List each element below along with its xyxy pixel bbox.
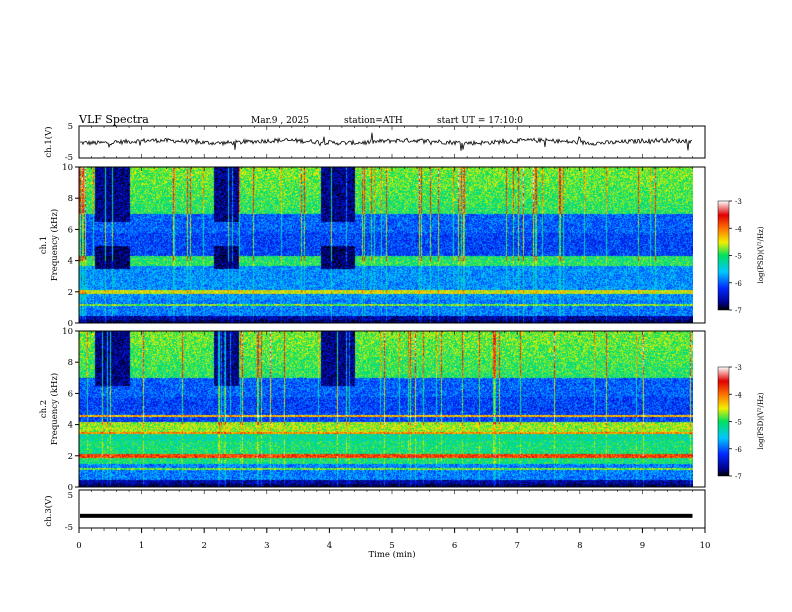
colorbar-tick-label: -3 — [735, 198, 742, 206]
colorbar-tick-label: -6 — [735, 446, 742, 454]
y-tick-label: 8 — [68, 194, 73, 204]
x-tick-label: 0 — [76, 541, 81, 551]
ch2-colorbar-label: log(PSD)(V²/Hz) — [757, 392, 765, 449]
y-tick-label: 0 — [68, 319, 73, 329]
x-tick-label: 5 — [389, 541, 394, 551]
colorbar-tick-label: -5 — [735, 253, 742, 261]
y-tick-label: 4 — [68, 257, 73, 267]
ch1-ytick-top: 5 — [68, 122, 73, 132]
x-tick-label: 8 — [577, 541, 582, 551]
x-tick-label: 10 — [700, 541, 711, 551]
colorbar-tick-label: -6 — [735, 280, 742, 288]
time-axis: 0 1 2 3 4 5 6 7 8 9 10 — [76, 126, 710, 551]
x-tick-label: 3 — [264, 541, 269, 551]
ch1-spectrogram-panel: 0 2 4 6 8 10 ch.1 Frequency (kHz) — [39, 163, 706, 329]
x-tick-label: 9 — [640, 541, 645, 551]
ch2-colorbar: -3 -4 -5 -6 -7 log(PSD)(V²/Hz) — [717, 364, 765, 481]
x-tick-label: 2 — [201, 541, 206, 551]
date-label: Mar.9 , 2025 — [251, 116, 309, 126]
y-tick-label: 0 — [68, 483, 73, 493]
x-tick-label: 7 — [514, 541, 519, 551]
y-tick-label: 8 — [68, 358, 73, 368]
ch1-colorbar-label: log(PSD)(V²/Hz) — [757, 226, 765, 283]
figure-title: VLF Spectra — [78, 113, 149, 126]
ch1-colorbar: -3 -4 -5 -6 -7 log(PSD)(V²/Hz) — [717, 198, 765, 315]
y-tick-label: 4 — [68, 421, 73, 431]
y-tick-label: 10 — [62, 327, 73, 337]
colorbar-tick-label: -3 — [735, 364, 742, 372]
ch2-ylabel-channel: ch.2 — [39, 400, 49, 418]
station-label: station=ATH — [344, 116, 403, 126]
ch3-ytick-bottom: -5 — [65, 523, 73, 533]
ch1-ylabel: ch.1(V) — [43, 126, 54, 157]
colorbar-tick-label: -7 — [735, 307, 742, 315]
ch2-spectrogram-heatmap — [79, 331, 693, 487]
colorbar-tick-label: -4 — [735, 225, 742, 233]
y-tick-label: 6 — [68, 225, 73, 235]
ch1-ylabel-frequency: Frequency (kHz) — [49, 209, 60, 281]
colorbar-tick-label: -7 — [735, 473, 742, 481]
ch1-waveform-line — [79, 132, 692, 151]
ch1-spectrogram-heatmap — [79, 167, 693, 323]
ch2-spectrogram-panel: 0 2 4 6 8 10 ch.2 Frequency (kHz) — [39, 327, 706, 493]
ch1-ylabel-channel: ch.1 — [39, 236, 49, 254]
y-tick-label: 6 — [68, 389, 73, 399]
ch3-waveform-line — [80, 513, 693, 518]
ch2-ylabel-frequency: Frequency (kHz) — [49, 373, 60, 445]
ch3-waveform-panel: 5 -5 ch.3(V) — [43, 489, 706, 533]
ch3-ylabel: ch.3(V) — [43, 495, 54, 526]
y-tick-label: 2 — [68, 288, 73, 298]
ch1-ytick-bottom: -5 — [65, 153, 73, 163]
x-tick-label: 1 — [139, 541, 144, 551]
y-tick-label: 2 — [68, 452, 73, 462]
x-axis-label: Time (min) — [368, 549, 415, 560]
y-tick-label: 10 — [62, 163, 73, 173]
colorbar-tick-label: -4 — [735, 391, 742, 399]
ch1-waveform-panel: 5 -5 ch.1(V) — [43, 122, 706, 163]
x-tick-label: 6 — [452, 541, 457, 551]
colorbar-tick-label: -5 — [735, 419, 742, 427]
start-time-label: start UT = 17:10:0 — [437, 116, 523, 126]
x-tick-label: 4 — [327, 541, 332, 551]
ch3-ytick-top: 5 — [68, 491, 73, 501]
